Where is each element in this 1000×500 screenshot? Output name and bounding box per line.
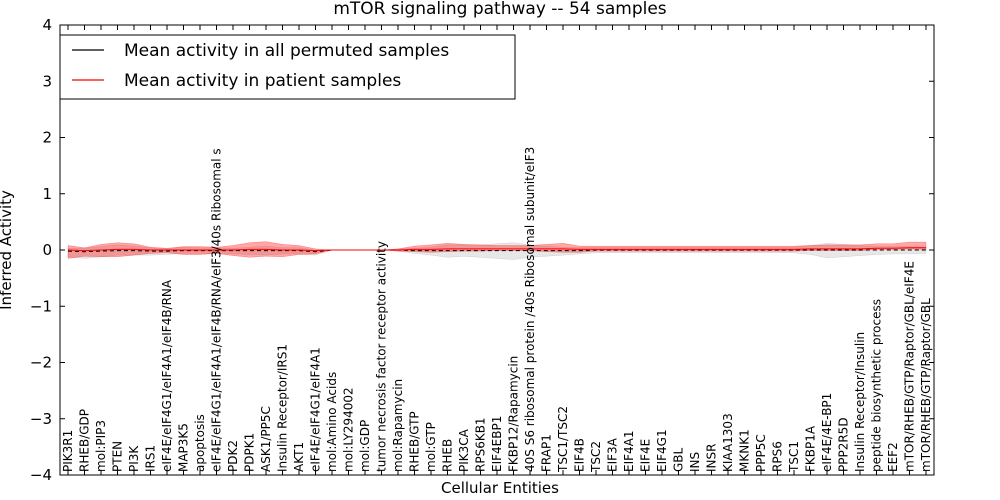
- x-tick-label: mol:GTP: [424, 422, 438, 472]
- x-tick-label: PI3K: [127, 445, 141, 472]
- x-tick-label: RPS6: [771, 441, 785, 472]
- x-tick-label: INS: [688, 452, 702, 472]
- x-tick-label: PDK2: [226, 440, 240, 472]
- x-tick-labels: PIK3R1 RHEB/GDP mol:PIP3 PTEN PI3K IRS1 eIF4E/…: [61, 25, 933, 475]
- x-tick-label: PPP2R5D: [837, 417, 851, 472]
- y-tick-label: −3: [30, 410, 52, 428]
- series-lines: [67, 247, 926, 253]
- x-tick-label: apoptosis: [193, 414, 207, 472]
- x-tick-label: PTEN: [111, 441, 125, 472]
- y-tick-label: −4: [30, 466, 52, 484]
- x-tick-label: EIF4G1: [655, 429, 669, 472]
- x-tick-label: EEF2: [886, 442, 900, 472]
- x-tick-label: mol:LY294002: [342, 387, 356, 472]
- x-tick-label: PIK3R1: [61, 430, 75, 472]
- x-tick-label: mol:PIP3: [94, 420, 108, 472]
- chart-title: mTOR signaling pathway -- 54 samples: [333, 0, 666, 19]
- x-tick-label: FKBP12/Rapamycin: [507, 356, 521, 472]
- x-tick-label: KIAA1303: [721, 413, 735, 472]
- y-axis-label: Inferred Activity: [0, 190, 15, 310]
- x-tick-label: EIF4EBP1: [490, 416, 504, 472]
- y-tick-label: −2: [30, 354, 52, 372]
- x-tick-label: TSC2: [589, 441, 603, 473]
- x-tick-label: eIF4E/4E-BP1: [820, 393, 834, 472]
- x-tick-label: MKNK1: [738, 429, 752, 472]
- y-tick-label: 3: [42, 72, 52, 90]
- x-tick-label: eIF4E/eIF4G1/eIF4A1/eIF4B/RNA: [160, 279, 174, 472]
- x-tick-label: RPS6KB1: [474, 417, 488, 472]
- x-tick-label: EIF4B: [573, 438, 587, 472]
- x-tick-label: PIK3CA: [457, 428, 471, 472]
- x-tick-label: mTOR/RHEB/GTP/Raptor/GBL: [919, 298, 933, 472]
- x-tick-label: RHEB/GDP: [78, 409, 92, 472]
- x-tick-label: TSC1/TSC2: [556, 406, 570, 473]
- x-axis-label: Cellular Entities: [441, 479, 559, 497]
- x-tick-label: mol:GDP: [358, 420, 372, 472]
- y-tick-label: −1: [30, 297, 52, 315]
- x-tick-label: TSC1: [787, 441, 801, 473]
- x-tick-label: PDPK1: [243, 433, 257, 472]
- line-patient: [67, 247, 926, 252]
- x-tick-label: IRS1: [144, 445, 158, 472]
- x-tick-label: mol:Amino Acids: [325, 372, 339, 472]
- x-tick-label: MAP3K5: [177, 423, 191, 472]
- y-tick-label: 2: [42, 129, 52, 147]
- x-tick-label: RHEB: [441, 439, 455, 472]
- x-tick-label: ASK1/PP5C: [259, 406, 273, 472]
- y-tick-label: 0: [42, 241, 52, 259]
- legend-label-permuted: Mean activity in all permuted samples: [124, 41, 449, 61]
- x-tick-label: mol:Rapamycin: [391, 379, 405, 472]
- x-tick-label: eIF4E/eIF4G1/eIF4A1: [309, 347, 323, 472]
- x-tick-label: FRAP1: [540, 434, 554, 472]
- x-tick-label: EIF4A1: [622, 430, 636, 472]
- x-tick-label: tumor necrosis factor receptor activity: [375, 241, 389, 472]
- x-tick-label: EIF4E: [639, 439, 653, 472]
- x-tick-label: RHEB/GTP: [408, 411, 422, 472]
- x-tick-label: PPP5C: [754, 434, 768, 472]
- plot-frame: [59, 24, 935, 476]
- legend-label-patient: Mean activity in patient samples: [124, 71, 401, 91]
- x-tick-label: GBL: [672, 447, 686, 472]
- legend: Mean activity in all permuted samples Me…: [59, 34, 516, 100]
- x-tick-label: eIF4E/eIF4G1/eIF4A1/eIF4B/RNA/eIF3/40s R…: [210, 148, 224, 472]
- x-tick-label: 40S S6 ribosomal protein /40s Ribosomal …: [523, 147, 537, 472]
- line-permuted: [67, 249, 926, 253]
- x-tick-label: AKT1: [292, 442, 306, 472]
- x-tick-label: INSR: [705, 444, 719, 472]
- y-tick-label: 1: [42, 185, 52, 203]
- y-ticks: −4 −3 −2 −1 0 1 2 3 4: [30, 16, 934, 484]
- y-tick-label: 4: [42, 16, 52, 34]
- x-tick-label: peptide biosynthetic process: [870, 299, 884, 472]
- x-tick-label: Insulin Receptor/Insulin: [853, 332, 867, 472]
- x-tick-label: EIF3A: [606, 437, 620, 472]
- x-tick-label: FKBP1A: [804, 425, 818, 472]
- x-tick-label: Insulin Receptor/IRS1: [276, 344, 290, 472]
- x-tick-label: mTOR/RHEB/GTP/Raptor/GBL/eIF4E: [903, 261, 917, 472]
- legend-box: [59, 34, 516, 100]
